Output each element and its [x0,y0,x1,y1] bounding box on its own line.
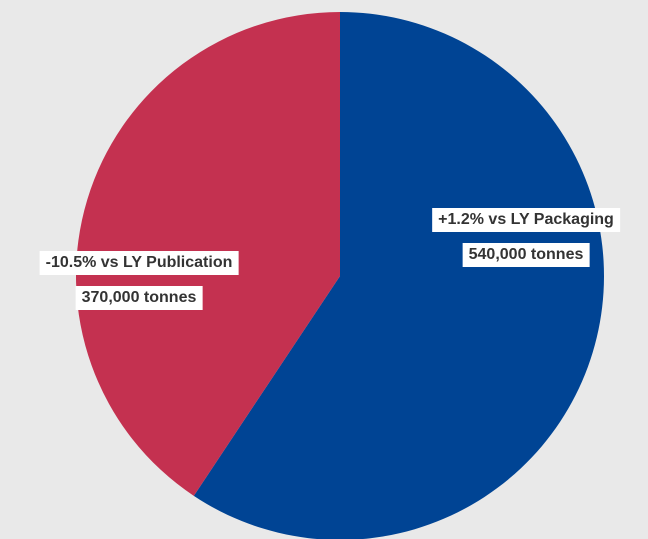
packaging-change-label: +1.2% vs LY Packaging [432,208,620,232]
packaging-value-label: 540,000 tonnes [462,243,590,267]
publication-change-label: -10.5% vs LY Publication [39,251,239,275]
publication-value-label: 370,000 tonnes [75,286,203,310]
pie-slice-packaging [193,12,604,539]
